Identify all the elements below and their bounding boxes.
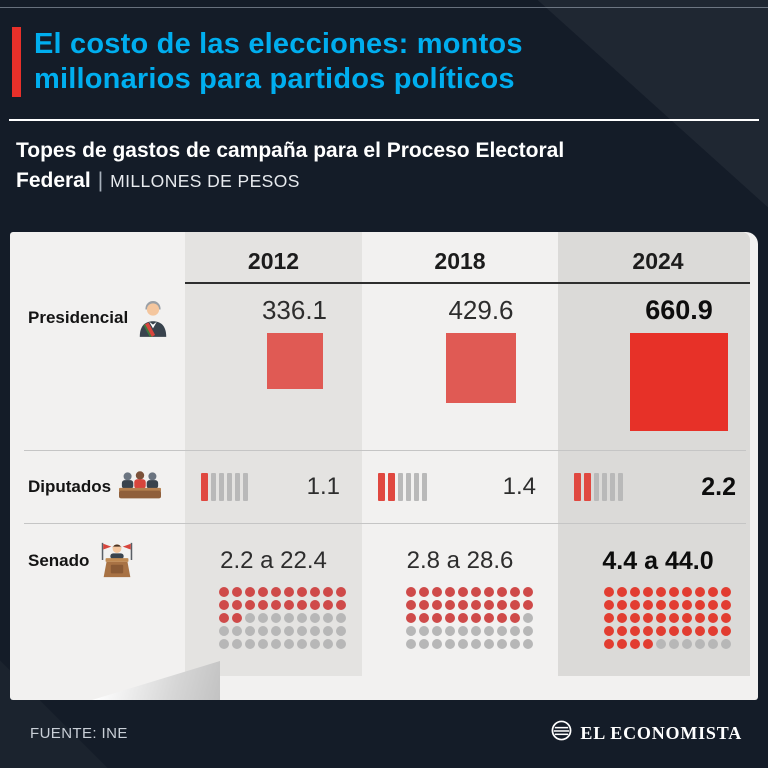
year-header-2012: 2012: [247, 248, 300, 274]
diputados-bars-2018: [378, 472, 427, 501]
top-edge-line: [0, 7, 768, 8]
senado-cell-2012: 2.2 a 22.4: [185, 523, 362, 700]
el-economista-logo-icon: [551, 720, 572, 746]
row-label-senado: Senado: [28, 551, 90, 570]
column-band-2024: [558, 232, 750, 676]
year-header-2018: 2018: [434, 248, 486, 274]
senado-cell-2024: 4.4 a 44.0: [558, 523, 758, 700]
presidencial-square-2024: [630, 333, 728, 431]
row-label-diputados: Diputados: [28, 476, 112, 496]
presidencial-square-2012: [266, 333, 323, 389]
diputados-bars-2012: [201, 472, 248, 501]
row-label-presidencial: Presidencial: [28, 308, 129, 327]
row-divider: [24, 450, 746, 451]
row-divider: [24, 523, 746, 524]
brand: EL ECONOMISTA: [551, 720, 742, 746]
presidencial-square-2018: [446, 333, 516, 403]
diputados-cell-2024: 2.2: [558, 450, 758, 523]
subtitle-line1: Topes de gastos de campaña para el Proce…: [16, 139, 565, 162]
year-header-underline: [185, 282, 750, 284]
source-text: FUENTE: INE: [30, 724, 128, 742]
subtitle: Topes de gastos de campaña para el Proce…: [16, 136, 756, 196]
presidencial-cell-2012: 336.1: [185, 282, 362, 450]
brand-name: EL ECONOMISTA: [580, 722, 742, 743]
page-title-line2: millonarios para partidos políticos: [34, 63, 515, 95]
presidencial-cell-2018: 429.6: [362, 282, 558, 450]
title-accent-bar: [12, 27, 21, 97]
value-senado-2024: 4.4 a 44.0: [602, 547, 714, 575]
subtitle-unit: MILLONES DE PESOS: [110, 171, 300, 191]
footer: FUENTE: INE EL ECONOMISTA: [30, 720, 742, 746]
senado-dots-2012: [219, 587, 346, 649]
row-senado: Senado 2: [10, 523, 758, 700]
value-senado-2018: 2.8 a 28.6: [406, 547, 514, 574]
value-diputados-2024: 2.2: [701, 472, 736, 501]
subtitle-federal: Federal: [16, 169, 91, 192]
row-label-cell: Presidencial: [10, 282, 185, 450]
diputados-icon: [119, 469, 162, 504]
year-header-2024: 2024: [632, 248, 684, 274]
value-diputados-2018: 1.4: [502, 472, 536, 500]
value-presidencial-2024: 660.9: [645, 295, 713, 325]
diputados-cell-2018: 1.4: [362, 450, 558, 523]
empty-header-cell: [10, 232, 185, 282]
header: El costo de las elecciones: montos millo…: [12, 27, 756, 97]
row-label-cell: Senado: [10, 523, 185, 700]
senado-cell-2018: 2.8 a 28.6: [362, 523, 558, 700]
row-diputados: Diputados 1.1: [10, 450, 758, 523]
page-title-line1: El costo de las elecciones: montos: [34, 28, 523, 60]
value-presidencial-2012: 336.1: [261, 295, 328, 325]
value-presidencial-2018: 429.6: [448, 295, 514, 325]
chart-card: 2012 2018 2024 Presidencial: [10, 232, 758, 700]
presidencial-icon: [136, 299, 170, 342]
value-senado-2012: 2.2 a 22.4: [220, 547, 327, 574]
header-rule: [9, 119, 759, 121]
row-presidencial: Presidencial 336.1 429.6: [10, 282, 758, 450]
page-title: El costo de las elecciones: montos millo…: [34, 27, 523, 97]
diputados-bars-2024: [574, 472, 623, 501]
senado-dots-2018: [405, 587, 533, 649]
row-label-cell: Diputados: [10, 450, 185, 523]
presidencial-cell-2024: 660.9: [558, 282, 758, 450]
senado-icon: [97, 540, 137, 585]
value-diputados-2012: 1.1: [306, 472, 340, 500]
diputados-cell-2012: 1.1: [185, 450, 362, 523]
subtitle-separator: |: [97, 169, 104, 192]
year-header-row: 2012 2018 2024: [10, 232, 758, 282]
senado-dots-2024: [603, 587, 731, 649]
